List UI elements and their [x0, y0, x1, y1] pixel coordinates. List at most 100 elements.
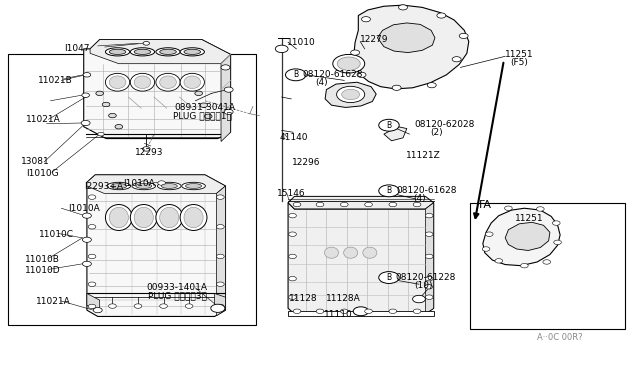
Text: B: B	[387, 186, 392, 195]
Ellipse shape	[131, 48, 155, 56]
Polygon shape	[288, 203, 434, 314]
Text: I1047: I1047	[65, 44, 90, 53]
Circle shape	[460, 33, 468, 38]
Text: 12293: 12293	[135, 148, 163, 157]
Text: 11021A: 11021A	[26, 115, 61, 124]
Text: 11010D: 11010D	[25, 266, 61, 275]
Circle shape	[195, 91, 202, 96]
Ellipse shape	[106, 205, 132, 231]
Circle shape	[115, 125, 123, 129]
Circle shape	[337, 57, 360, 70]
Ellipse shape	[132, 182, 156, 190]
Circle shape	[88, 195, 96, 199]
Circle shape	[83, 261, 92, 266]
Circle shape	[437, 13, 446, 18]
Text: B: B	[387, 273, 392, 282]
Circle shape	[426, 276, 433, 281]
Circle shape	[102, 102, 110, 107]
Text: 00933-1401A: 00933-1401A	[147, 283, 207, 292]
Circle shape	[392, 85, 401, 90]
Ellipse shape	[131, 73, 155, 91]
Circle shape	[379, 119, 399, 131]
Text: B: B	[387, 121, 392, 130]
Circle shape	[357, 72, 366, 77]
Ellipse shape	[180, 73, 204, 91]
Circle shape	[83, 73, 91, 77]
Circle shape	[289, 276, 296, 281]
Ellipse shape	[111, 184, 127, 188]
Polygon shape	[216, 186, 225, 316]
Text: 11251: 11251	[505, 50, 534, 59]
Polygon shape	[90, 39, 230, 64]
Circle shape	[504, 206, 512, 211]
Polygon shape	[354, 5, 468, 89]
Polygon shape	[505, 222, 550, 250]
Circle shape	[340, 202, 348, 207]
Circle shape	[536, 207, 544, 211]
Text: 11010B: 11010B	[25, 254, 60, 263]
Ellipse shape	[156, 205, 182, 231]
Circle shape	[224, 109, 233, 115]
Circle shape	[143, 147, 150, 151]
Polygon shape	[483, 208, 560, 266]
Polygon shape	[214, 294, 225, 310]
Text: 08120-61228: 08120-61228	[396, 273, 456, 282]
Circle shape	[82, 93, 90, 97]
Circle shape	[289, 214, 296, 218]
Text: (2): (2)	[430, 128, 442, 137]
Ellipse shape	[324, 247, 339, 258]
Circle shape	[285, 69, 306, 81]
Polygon shape	[378, 23, 435, 52]
Text: l1010A: l1010A	[124, 179, 155, 187]
Ellipse shape	[160, 207, 179, 228]
Ellipse shape	[107, 182, 131, 190]
Circle shape	[98, 132, 104, 136]
Circle shape	[379, 272, 399, 283]
Circle shape	[413, 295, 426, 303]
Circle shape	[495, 259, 502, 263]
Ellipse shape	[160, 49, 176, 54]
Circle shape	[158, 181, 166, 185]
Circle shape	[109, 304, 116, 308]
Circle shape	[362, 17, 371, 22]
Circle shape	[337, 86, 365, 103]
Ellipse shape	[106, 48, 130, 56]
Circle shape	[389, 309, 397, 314]
Text: 08120-62028: 08120-62028	[415, 121, 475, 129]
Bar	[470, 203, 625, 329]
Circle shape	[289, 254, 296, 259]
Polygon shape	[84, 39, 230, 138]
Text: PLUG プラグ（3）: PLUG プラグ（3）	[148, 291, 207, 300]
Circle shape	[88, 282, 96, 286]
Circle shape	[81, 121, 90, 126]
Ellipse shape	[134, 207, 154, 228]
Circle shape	[200, 103, 207, 108]
Text: 11121Z: 11121Z	[406, 151, 441, 160]
Ellipse shape	[363, 247, 377, 258]
Ellipse shape	[109, 207, 129, 228]
Bar	[8, 54, 256, 325]
Ellipse shape	[184, 207, 203, 228]
Circle shape	[413, 309, 421, 314]
Bar	[288, 311, 434, 317]
Text: (10): (10)	[415, 281, 433, 290]
Circle shape	[425, 285, 433, 289]
Ellipse shape	[134, 49, 151, 54]
Circle shape	[160, 304, 168, 308]
Circle shape	[96, 91, 104, 96]
Circle shape	[399, 5, 408, 10]
Text: 11251: 11251	[515, 214, 543, 223]
Ellipse shape	[180, 205, 207, 231]
Ellipse shape	[184, 49, 200, 54]
Circle shape	[365, 202, 372, 207]
Circle shape	[224, 87, 233, 92]
Circle shape	[413, 202, 421, 207]
Circle shape	[342, 89, 360, 100]
Circle shape	[88, 254, 96, 259]
Text: 11110: 11110	[324, 311, 353, 320]
Circle shape	[216, 304, 224, 309]
Circle shape	[353, 307, 369, 316]
Ellipse shape	[160, 76, 176, 89]
Polygon shape	[87, 294, 100, 312]
Circle shape	[351, 50, 360, 55]
